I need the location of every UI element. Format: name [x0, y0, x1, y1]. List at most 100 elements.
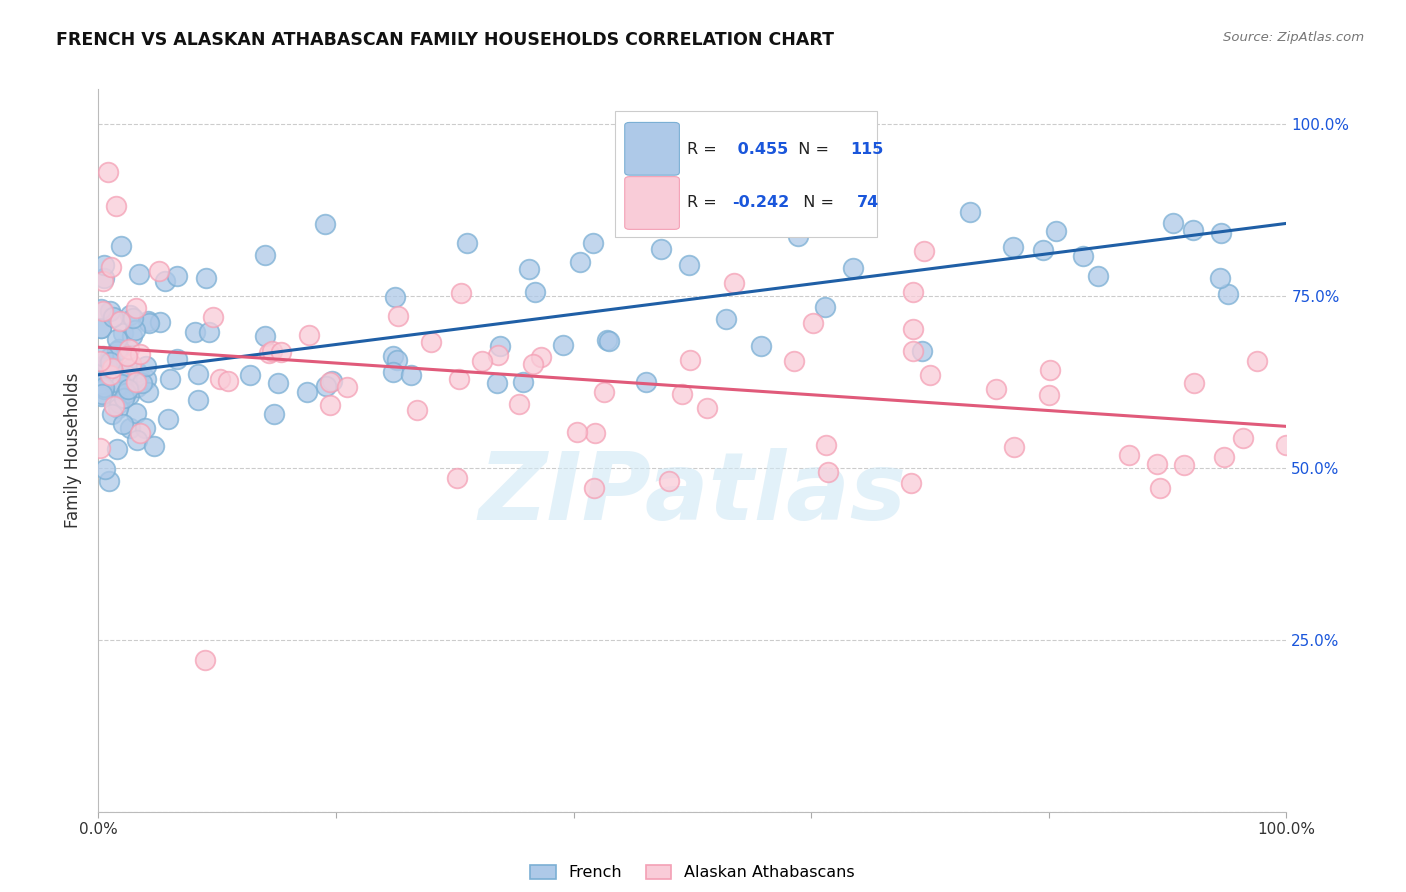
Point: [254, 328, 277, 343]
Point: [723, 276, 745, 290]
Point: [128, 347, 150, 361]
Point: [446, 471, 468, 485]
Point: [124, 323, 146, 337]
Point: [486, 376, 509, 391]
Point: [405, 403, 427, 417]
Point: [90, 321, 112, 335]
Text: R =: R =: [686, 195, 721, 211]
Point: [110, 314, 132, 328]
Point: [257, 345, 280, 359]
Point: [920, 368, 942, 383]
Text: N =: N =: [793, 195, 839, 211]
Text: FRENCH VS ALASKAN ATHABASCAN FAMILY HOUSEHOLDS CORRELATION CHART: FRENCH VS ALASKAN ATHABASCAN FAMILY HOUS…: [56, 31, 834, 49]
Point: [194, 653, 217, 667]
Point: [1173, 458, 1195, 473]
Point: [420, 334, 443, 349]
Point: [201, 310, 224, 325]
Point: [901, 343, 924, 358]
Point: [134, 420, 156, 434]
Point: [187, 367, 209, 381]
Point: [112, 417, 135, 432]
Point: [208, 371, 231, 385]
Point: [512, 376, 534, 390]
Point: [91, 387, 114, 401]
Text: 115: 115: [851, 142, 884, 157]
Point: [1275, 438, 1298, 452]
Point: [94, 357, 117, 371]
Point: [128, 368, 150, 383]
Point: [239, 368, 262, 382]
Point: [198, 325, 221, 339]
Point: [298, 328, 321, 343]
Point: [801, 316, 824, 330]
Point: [1038, 363, 1060, 377]
Point: [1209, 271, 1232, 285]
Point: [489, 338, 512, 352]
Point: [1087, 268, 1109, 283]
Point: [118, 362, 141, 376]
Point: [912, 244, 935, 259]
Point: [97, 165, 120, 179]
Point: [98, 355, 121, 369]
Point: [314, 218, 336, 232]
Text: ZIPatlas: ZIPatlas: [478, 448, 907, 540]
Point: [1212, 450, 1234, 464]
Point: [382, 349, 405, 363]
Point: [986, 382, 1008, 396]
Point: [120, 358, 142, 372]
Point: [105, 343, 128, 358]
Point: [260, 343, 283, 358]
Point: [321, 374, 343, 388]
Point: [911, 344, 934, 359]
Point: [1146, 458, 1168, 472]
Point: [93, 274, 115, 288]
Legend: French, Alaskan Athabascans: French, Alaskan Athabascans: [523, 858, 862, 887]
Point: [89, 442, 111, 456]
Point: [90, 301, 112, 316]
Point: [93, 380, 115, 394]
Point: [1118, 449, 1140, 463]
Point: [959, 205, 981, 219]
Point: [295, 385, 318, 400]
Point: [519, 262, 541, 277]
Point: [98, 350, 121, 364]
Point: [658, 475, 681, 489]
Point: [508, 397, 530, 411]
Point: [382, 365, 405, 379]
Point: [148, 264, 170, 278]
Point: [1181, 223, 1204, 237]
Point: [90, 377, 112, 392]
Point: [1161, 216, 1184, 230]
Point: [901, 322, 924, 336]
Point: [749, 339, 772, 353]
FancyBboxPatch shape: [616, 111, 876, 237]
Point: [127, 433, 149, 447]
Text: 0.455: 0.455: [731, 142, 787, 157]
Point: [900, 476, 922, 491]
Point: [90, 380, 112, 394]
Point: [582, 235, 605, 250]
Point: [815, 438, 838, 452]
Point: [96, 359, 118, 373]
Point: [118, 342, 141, 356]
Point: [263, 408, 285, 422]
Point: [596, 333, 619, 347]
Point: [90, 389, 112, 403]
Point: [267, 376, 290, 390]
Point: [98, 368, 121, 383]
Point: [105, 442, 128, 456]
Point: [583, 481, 606, 495]
Point: [120, 421, 142, 435]
Point: [117, 350, 139, 364]
Point: [93, 462, 115, 476]
Point: [217, 375, 239, 389]
Point: [471, 353, 494, 368]
Point: [336, 380, 359, 394]
Point: [155, 274, 177, 288]
Point: [583, 425, 606, 440]
Point: [125, 365, 148, 379]
Point: [136, 384, 159, 399]
Point: [143, 439, 166, 453]
Point: [93, 270, 115, 285]
Point: [1232, 431, 1254, 445]
